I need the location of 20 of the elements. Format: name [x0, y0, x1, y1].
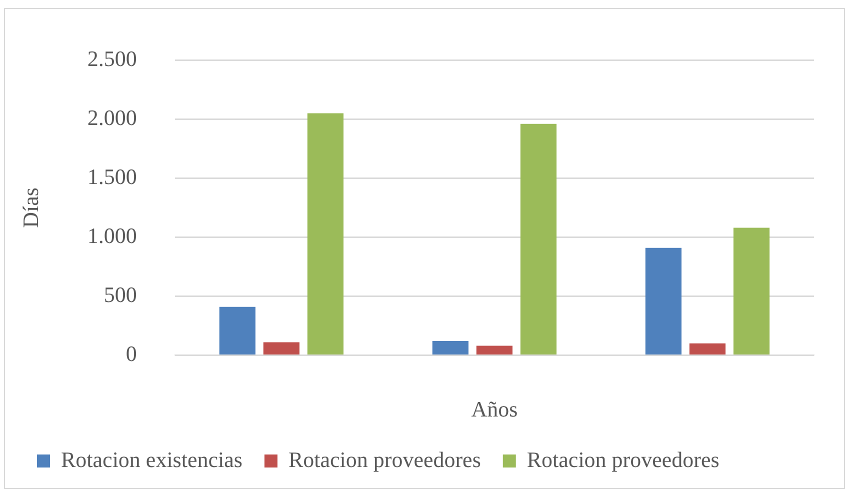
legend-label: Rotacion proveedores [288, 446, 481, 472]
legend-label: Rotacion proveedores [526, 446, 720, 472]
bar [476, 346, 512, 354]
bar [645, 248, 682, 354]
y-tick-label: 2.000 [87, 104, 137, 130]
legend-label: Rotacion existencias [61, 446, 242, 472]
bar [689, 343, 726, 354]
y-tick-label: 1.000 [87, 222, 137, 248]
bar [432, 341, 468, 354]
y-axis-title: Días [18, 188, 43, 228]
bar [307, 113, 344, 354]
y-tick-label: 500 [104, 282, 137, 307]
bar [733, 228, 770, 354]
bar [520, 124, 557, 354]
bar [219, 306, 256, 354]
x-axis-title: Años [471, 396, 518, 422]
y-tick-label: 2.500 [87, 46, 137, 71]
bar [263, 342, 300, 354]
y-tick-label: 0 [126, 340, 137, 366]
y-tick-label: 1.500 [87, 164, 137, 189]
